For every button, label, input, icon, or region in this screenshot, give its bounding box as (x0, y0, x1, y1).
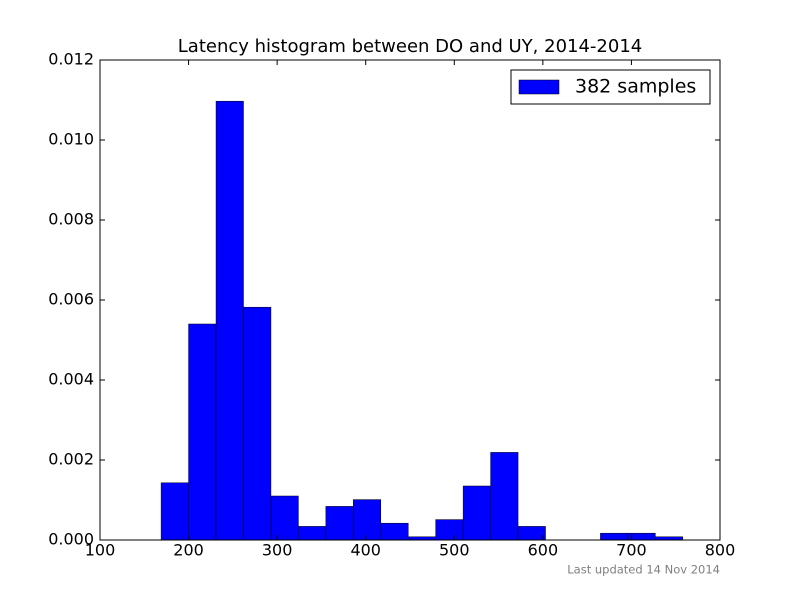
bar (435, 519, 464, 541)
bar (627, 532, 656, 541)
bar (462, 485, 491, 541)
legend-label: 382 samples (575, 76, 696, 98)
x-tick-label: 800 (705, 541, 736, 560)
bar (517, 526, 546, 541)
x-tick-label: 400 (350, 541, 381, 560)
bar (243, 306, 272, 541)
y-tick-label: 0.004 (48, 370, 94, 389)
y-tick-label: 0.006 (48, 290, 94, 309)
x-tick-label: 100 (85, 541, 116, 560)
y-tick-label: 0.010 (48, 130, 94, 149)
chart-title: Latency histogram between DO and UY, 201… (178, 36, 642, 57)
bar (325, 506, 354, 541)
bar (380, 522, 409, 541)
footnote: Last updated 14 Nov 2014 (567, 563, 720, 577)
y-tick-label: 0.012 (48, 50, 94, 69)
bar (600, 532, 629, 541)
bar (160, 482, 189, 541)
y-tick-label: 0.008 (48, 210, 94, 229)
x-tick-label: 700 (616, 541, 647, 560)
bar (188, 323, 217, 541)
legend-swatch (518, 79, 560, 95)
x-tick-label: 600 (528, 541, 559, 560)
bar (215, 100, 244, 541)
bar (353, 499, 382, 541)
bar (298, 526, 327, 541)
bar (270, 495, 299, 541)
y-tick-label: 0.002 (48, 450, 94, 469)
x-tick-label: 300 (262, 541, 293, 560)
x-tick-label: 200 (173, 541, 204, 560)
y-tick-label: 0.000 (48, 530, 94, 549)
bar (490, 452, 519, 541)
x-tick-label: 500 (439, 541, 470, 560)
